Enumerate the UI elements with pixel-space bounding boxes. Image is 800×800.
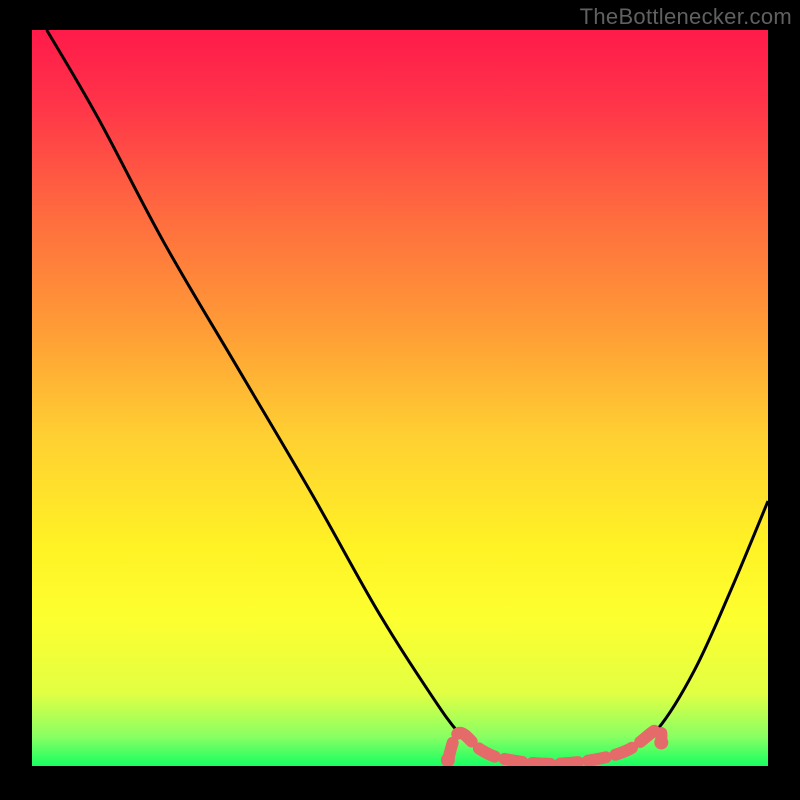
bottleneck-chart	[0, 0, 800, 800]
chart-background-gradient	[32, 30, 768, 766]
sweet-spot-dot	[654, 735, 668, 749]
watermark: TheBottlenecker.com	[580, 4, 792, 30]
sweet-spot-dot	[441, 753, 455, 767]
